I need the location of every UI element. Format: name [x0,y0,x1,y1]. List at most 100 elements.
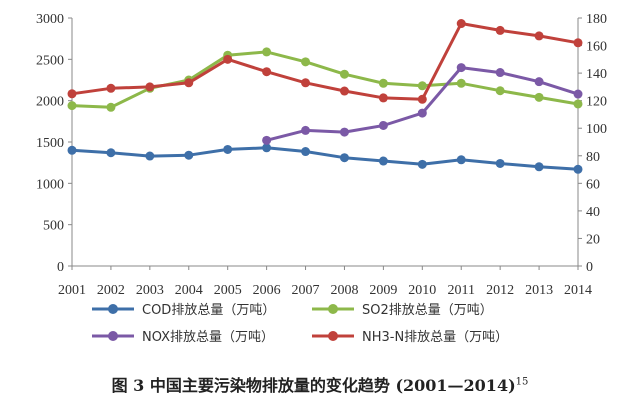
figure-caption-text: 图 3 中国主要污染物排放量的变化趋势 (2001—2014) [111,376,516,395]
legend-item-3: NOX排放总量（万吨） [92,330,274,345]
right-tick-label: 180 [586,12,607,27]
data-point [145,151,155,161]
right-tick-label: 0 [586,260,593,275]
data-point [573,99,583,109]
data-point [67,145,77,155]
legend-swatch-marker [108,304,118,314]
series-layer [67,19,583,174]
data-point [378,93,388,103]
data-point [534,162,544,172]
legend-label: NH3-N排放总量（万吨） [362,330,508,345]
data-point [106,148,116,158]
figure-caption-ref: 15 [515,376,529,388]
series-line [266,66,579,142]
right-tick-label: 60 [586,177,600,192]
data-point [534,31,544,41]
data-point [106,83,116,93]
left-tick-label: 2000 [36,95,64,110]
data-point [106,102,116,112]
data-point [417,159,427,169]
data-point [456,19,466,29]
x-tick-label: 2006 [253,283,281,298]
data-point [339,69,349,79]
right-tick-label: 100 [586,122,607,137]
legend-swatch-marker [108,331,118,341]
legend-item-1: COD排放总量（万吨） [92,303,275,318]
series-line [71,50,579,109]
data-point [534,92,544,102]
data-point [262,135,272,145]
legend-swatch-marker [328,304,338,314]
series-line [71,22,579,101]
x-tick-label: 2010 [408,283,436,298]
right-tick-label: 40 [586,205,600,220]
data-point [339,153,349,163]
data-point [262,143,272,153]
left-tick-label: 1500 [36,136,64,151]
x-tick-label: 2011 [447,283,474,298]
x-tick-label: 2013 [525,283,553,298]
left-tick-label: 2500 [36,53,64,68]
data-point [495,68,505,78]
left-axis-ticks: 0 500 1000 1500 2000 2500 3000 [36,12,72,275]
data-point [495,158,505,168]
right-axis-ticks: 0 20 40 60 80 100 120 140 160 180 [578,12,607,275]
legend-swatch-marker [328,331,338,341]
x-tick-label: 2005 [214,283,242,298]
data-point [184,78,194,88]
chart-axes [71,18,579,267]
x-tick-label: 2014 [564,283,592,298]
data-point [339,127,349,137]
data-point [184,150,194,160]
data-point [573,164,583,174]
data-point [534,77,544,87]
data-point [456,78,466,88]
x-tick-label: 2002 [97,283,125,298]
x-tick-label: 2001 [58,283,86,298]
data-point [262,47,272,57]
chart-legend: COD排放总量（万吨） SO2排放总量（万吨） NOX排放总量（万吨） NH3-N排放… [92,303,508,345]
legend-item-4: NH3-N排放总量（万吨） [312,330,508,345]
right-tick-label: 120 [586,95,607,110]
left-tick-label: 3000 [36,12,64,27]
data-point [339,86,349,96]
data-point [495,86,505,96]
right-tick-label: 160 [586,40,607,55]
x-tick-label: 2003 [136,283,164,298]
series-4 [67,19,583,104]
data-point [301,125,311,135]
legend-item-2: SO2排放总量（万吨） [312,303,493,318]
data-point [378,120,388,130]
data-point [262,67,272,77]
left-tick-label: 1000 [36,177,64,192]
x-axis-ticks: 2001 2002 2003 2004 2005 2006 2007 2008 2009 2010… [58,266,592,298]
data-point [301,57,311,67]
data-point [301,147,311,157]
data-point [223,144,233,154]
data-point [456,63,466,73]
data-point [67,89,77,99]
x-tick-label: 2009 [369,283,397,298]
data-point [378,78,388,88]
series-line [71,146,579,171]
series-2 [67,47,583,112]
data-point [145,82,155,92]
data-point [223,54,233,64]
x-tick-label: 2008 [330,283,358,298]
left-tick-label: 0 [57,260,64,275]
data-point [573,38,583,48]
right-tick-label: 80 [586,150,600,165]
series-1 [67,143,583,174]
series-3 [262,63,583,145]
data-point [573,89,583,99]
x-tick-label: 2004 [175,283,203,298]
data-point [378,156,388,166]
data-point [417,108,427,118]
right-tick-label: 140 [586,67,607,82]
x-tick-label: 2007 [292,283,320,298]
data-point [417,94,427,104]
figure-caption: 图 3 中国主要污染物排放量的变化趋势 (2001—2014)15 [0,372,640,396]
data-point [495,25,505,35]
data-point [301,78,311,88]
dual-axis-line-chart: 0 500 1000 1500 2000 2500 3000 0 20 40 60 80 100 120… [36,12,607,345]
